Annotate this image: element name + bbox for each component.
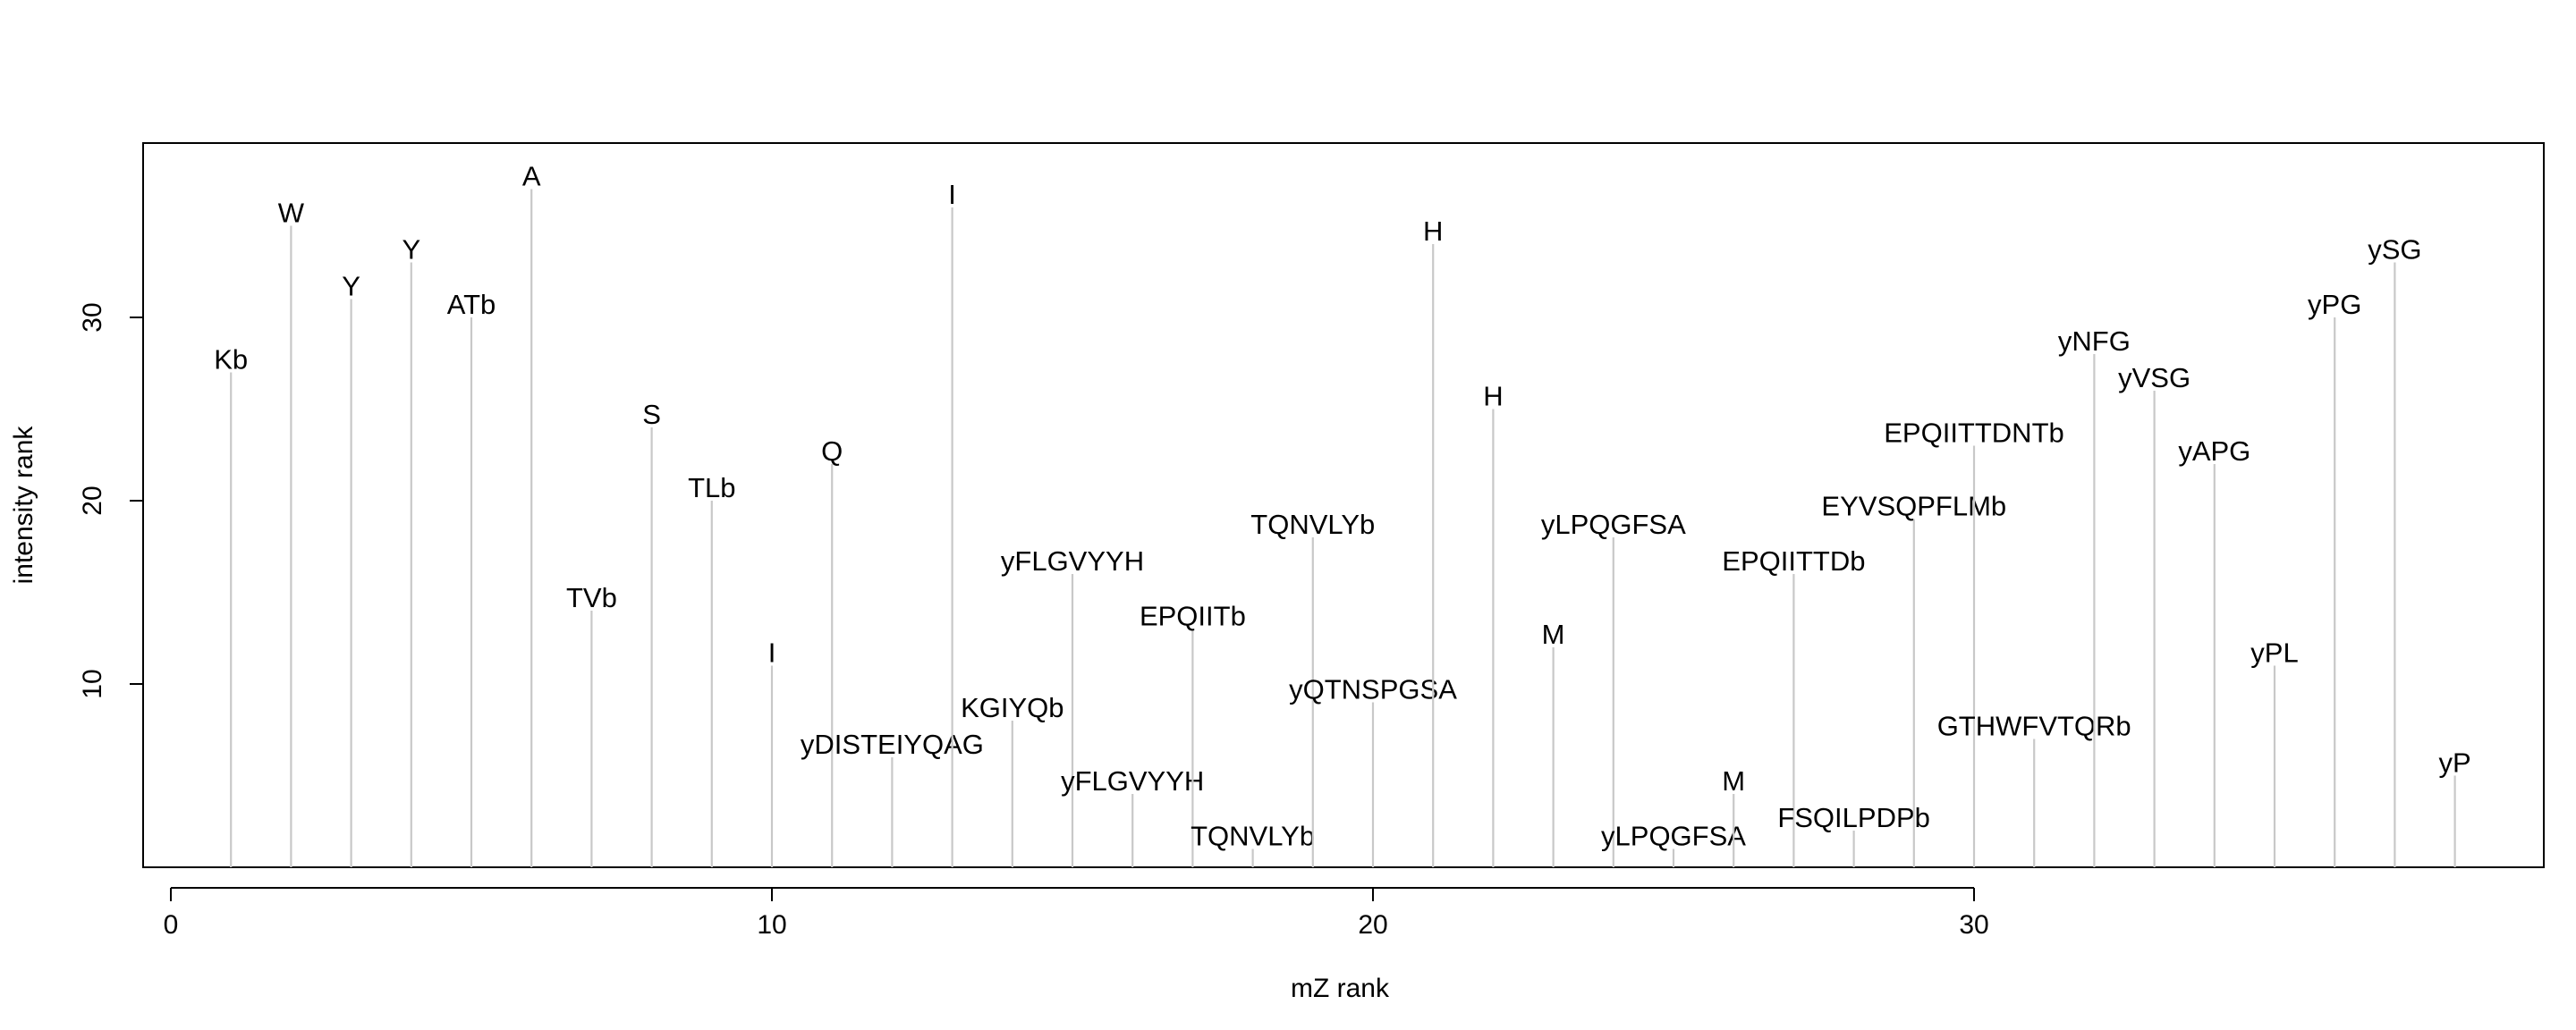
y-tick-label: 20	[78, 485, 107, 515]
peak-label: yLPQGFSA	[1601, 821, 1746, 852]
peak-label: yQTNSPGSA	[1289, 674, 1457, 705]
peak-label: yFLGVYYH	[1001, 545, 1144, 577]
y-tick-label: 10	[78, 669, 107, 698]
peak-label: yP	[2439, 747, 2471, 779]
y-axis-title: intensity rank	[9, 426, 38, 585]
peak-label: EPQIITTDb	[1722, 545, 1865, 577]
peak-label: Y	[342, 271, 360, 302]
x-axis-title: mZ rank	[1291, 974, 1390, 1003]
peak-label: A	[522, 161, 541, 192]
peak-label: yPL	[2250, 637, 2298, 669]
peak-label: H	[1423, 215, 1443, 247]
peak-label: I	[948, 179, 956, 210]
peak-label: yNFG	[2058, 325, 2131, 357]
x-tick-label: 0	[164, 910, 179, 940]
x-tick-label: 10	[757, 910, 786, 940]
peak-label: Kb	[214, 344, 248, 376]
peak-label: TQNVLYb	[1191, 821, 1315, 852]
peak-label: yVSG	[2118, 362, 2190, 393]
peak-label: TLb	[688, 472, 735, 503]
y-axis: 10 20 30	[78, 302, 144, 699]
peak-label: M	[1722, 765, 1745, 797]
peak-label: yPG	[2308, 289, 2361, 320]
peak-label: TQNVLYb	[1250, 509, 1375, 540]
peak-label: GTHWFVTQRb	[1937, 711, 2131, 742]
peak-label: yLPQGFSA	[1541, 509, 1686, 540]
peak-label: ySG	[2368, 234, 2421, 266]
peak-label: EYVSQPFLMb	[1821, 491, 2006, 522]
peak-label: M	[1542, 619, 1565, 650]
peak-label: TVb	[566, 582, 617, 613]
peak-label: EPQIITTDNTb	[1884, 418, 2064, 449]
peak-label: yFLGVYYH	[1061, 765, 1204, 797]
peak-label: FSQILPDPb	[1777, 802, 1930, 833]
peak-label: I	[768, 637, 776, 669]
peak-label: KGIYQb	[961, 692, 1063, 723]
peak-label: W	[278, 198, 305, 229]
x-tick-label: 30	[1959, 910, 1988, 940]
peak-label: yDISTEIYQAG	[801, 729, 984, 760]
x-axis: 0 10 20 30	[164, 887, 1989, 940]
peak-label: Y	[402, 234, 420, 266]
peak-label: H	[1483, 381, 1503, 412]
peak-label: ATb	[447, 289, 496, 320]
peak-label: yAPG	[2178, 435, 2250, 467]
plot-box	[142, 142, 2545, 868]
x-tick-label: 20	[1358, 910, 1387, 940]
peak-label: EPQIITb	[1140, 601, 1246, 632]
y-tick-label: 30	[78, 302, 107, 332]
peak-label: S	[642, 399, 661, 430]
peak-label: Q	[821, 435, 843, 467]
